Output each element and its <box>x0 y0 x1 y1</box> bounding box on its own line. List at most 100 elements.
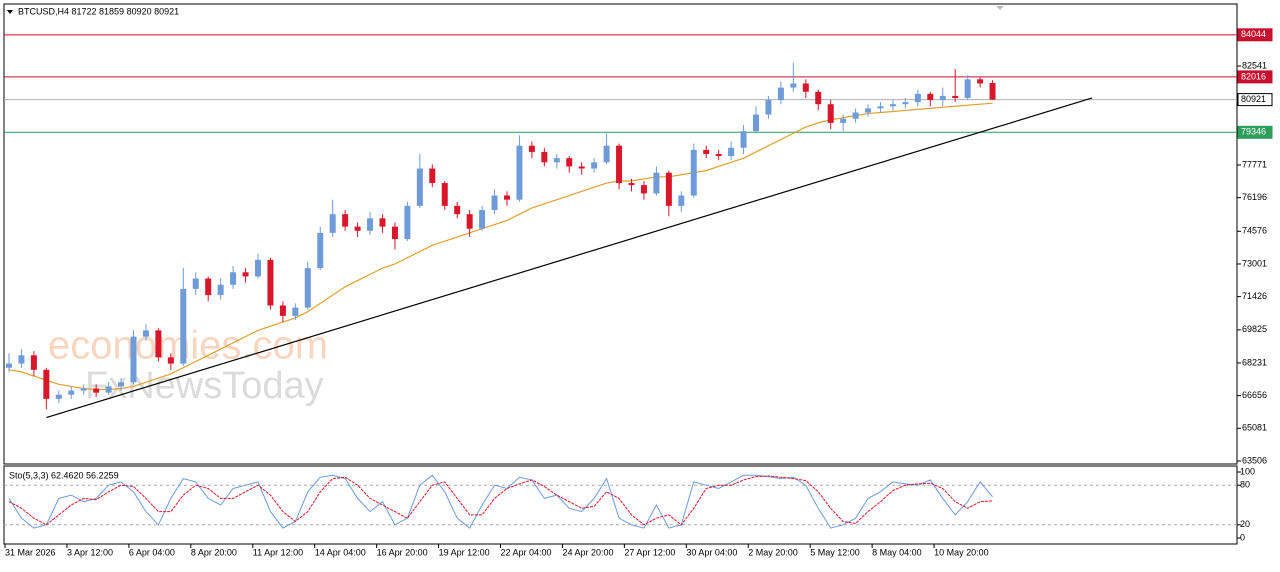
candle-body <box>416 168 423 206</box>
y-tick-label: 77771 <box>1242 159 1267 169</box>
x-tick-label: 14 Apr 04:00 <box>315 547 366 557</box>
y-tick-label: 73001 <box>1242 258 1267 268</box>
candle-body <box>603 145 610 163</box>
candle-body <box>553 158 560 163</box>
candle-body <box>578 166 585 169</box>
y-tick-label: 68231 <box>1242 357 1267 367</box>
candle-body <box>790 83 797 88</box>
candle-body <box>180 288 187 364</box>
candle-body <box>292 307 299 316</box>
candle-body <box>927 93 934 101</box>
level-label-box <box>1237 93 1273 107</box>
x-tick-label: 19 Apr 12:00 <box>439 547 490 557</box>
candle-body <box>877 106 884 109</box>
candle-body <box>902 102 909 105</box>
stoch-panel <box>3 465 1238 545</box>
candle-body <box>516 145 523 200</box>
candle-body <box>989 82 996 100</box>
y-tick-label: 80 <box>1240 480 1250 490</box>
level-label: 84044 <box>1241 29 1266 39</box>
x-tick-label: 16 Apr 20:00 <box>377 547 428 557</box>
candle-body <box>640 185 647 194</box>
trendline <box>46 97 1093 419</box>
level-label: 80921 <box>1241 94 1266 104</box>
candle-body <box>952 95 959 98</box>
y-tick-label: 65081 <box>1242 423 1267 433</box>
candle-body <box>230 272 237 285</box>
candle-body <box>30 355 37 370</box>
candle-body <box>665 172 672 206</box>
candle-body <box>479 210 486 229</box>
x-tick-label: 8 May 04:00 <box>872 547 922 557</box>
candle-body <box>142 330 149 337</box>
candle-body <box>255 259 261 277</box>
candle-body <box>977 79 984 84</box>
candle-body <box>914 93 921 103</box>
x-tick-label: 30 Apr 04:00 <box>686 547 737 557</box>
y-tick-label: 76196 <box>1242 192 1267 202</box>
scroll-icon[interactable] <box>996 6 1004 10</box>
candle-body <box>591 162 598 169</box>
candle-body <box>765 100 772 115</box>
candle-body <box>566 158 573 167</box>
y-tick-label: 69825 <box>1242 324 1267 334</box>
watermark: FxNewsToday <box>85 365 324 407</box>
candle-body <box>528 145 535 152</box>
x-tick-label: 24 Apr 20:00 <box>562 547 613 557</box>
stoch-line <box>8 474 993 529</box>
level-label: 82016 <box>1241 71 1266 81</box>
candle-body <box>367 218 374 231</box>
candle-body <box>429 168 436 184</box>
candle-body <box>18 355 25 364</box>
candle-body <box>504 195 510 200</box>
candle-body <box>840 118 847 123</box>
candle-body <box>279 305 286 316</box>
y-tick-label: 71426 <box>1242 291 1267 301</box>
candle-body <box>242 272 249 277</box>
candle-body <box>192 278 199 289</box>
candle-body <box>491 195 498 211</box>
candle-body <box>43 369 50 399</box>
y-tick-label: 74576 <box>1242 226 1267 236</box>
candle-body <box>329 214 336 233</box>
candle-body <box>466 214 473 229</box>
candle-body <box>391 226 398 240</box>
candle-body <box>454 205 461 215</box>
y-tick-label: 20 <box>1240 519 1250 529</box>
candle-body <box>939 95 946 101</box>
candle-body <box>304 268 311 308</box>
x-tick-label: 3 Apr 12:00 <box>67 547 113 557</box>
x-tick-label: 10 May 20:00 <box>934 547 989 557</box>
collapse-icon[interactable] <box>7 10 13 14</box>
candle-body <box>541 151 548 163</box>
candle-body <box>317 232 324 269</box>
candle-body <box>802 83 809 92</box>
level-label: 79346 <box>1241 127 1266 137</box>
candle-body <box>740 131 747 148</box>
candle-body <box>616 145 623 184</box>
candle-body <box>964 79 971 98</box>
candle-body <box>6 363 12 368</box>
price-title: BTCUSD,H4 81722 81859 80920 80921 <box>18 6 179 16</box>
candle-body <box>205 278 212 296</box>
candle-body <box>267 259 274 306</box>
candle-body <box>167 357 174 364</box>
candle-body <box>68 390 75 395</box>
candle-body <box>827 104 834 123</box>
candle-body <box>105 386 112 393</box>
candle-body <box>155 330 162 358</box>
x-tick-label: 8 Apr 20:00 <box>191 547 237 557</box>
x-tick-label: 11 Apr 12:00 <box>253 547 303 557</box>
candle-body <box>379 218 386 227</box>
candle-body <box>728 147 735 157</box>
y-tick-label: 66656 <box>1242 390 1267 400</box>
candle-body <box>130 336 137 383</box>
candle-body <box>753 114 759 132</box>
x-tick-label: 22 Apr 04:00 <box>501 547 552 557</box>
candle-body <box>653 172 660 194</box>
candle-body <box>703 149 710 155</box>
y-tick-label: 82541 <box>1242 60 1267 70</box>
candle-body <box>852 112 859 119</box>
candle-body <box>354 226 361 231</box>
